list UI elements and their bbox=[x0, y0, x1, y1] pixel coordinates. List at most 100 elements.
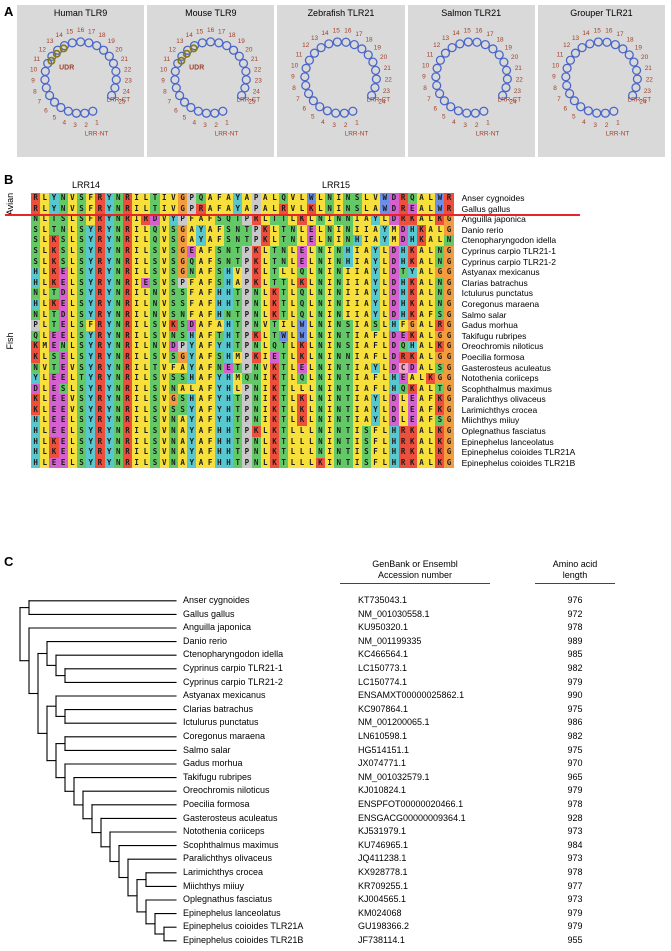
residue: L bbox=[306, 373, 316, 384]
residue: N bbox=[168, 383, 178, 395]
residue: R bbox=[122, 351, 133, 363]
residue: K bbox=[407, 426, 417, 437]
residue: L bbox=[297, 203, 307, 215]
residue: D bbox=[389, 256, 399, 268]
svg-text:8: 8 bbox=[293, 85, 297, 92]
svg-text:9: 9 bbox=[161, 78, 165, 85]
residue: I bbox=[325, 214, 335, 225]
residue: L bbox=[398, 415, 408, 427]
residue: L bbox=[141, 373, 151, 384]
svg-text:18: 18 bbox=[229, 32, 237, 39]
residue: T bbox=[233, 426, 243, 437]
residue: N bbox=[325, 193, 335, 204]
residue: R bbox=[122, 193, 133, 204]
svg-text:11: 11 bbox=[164, 56, 171, 63]
residue: N bbox=[444, 235, 454, 246]
residue: S bbox=[178, 330, 188, 342]
residue: H bbox=[31, 436, 41, 448]
svg-text:13: 13 bbox=[572, 35, 580, 42]
residue: V bbox=[159, 235, 169, 246]
residue: G bbox=[178, 203, 188, 215]
residue: L bbox=[40, 320, 50, 331]
svg-text:15: 15 bbox=[66, 28, 74, 35]
alignment-species-name: Gasterosteus aculeatus bbox=[461, 362, 551, 373]
residue: D bbox=[389, 362, 399, 374]
residue: R bbox=[95, 320, 105, 331]
residue: R bbox=[95, 277, 105, 289]
residue: A bbox=[416, 193, 427, 204]
svg-text:21: 21 bbox=[514, 65, 522, 72]
residue: L bbox=[279, 267, 289, 278]
residue: L bbox=[40, 436, 50, 448]
svg-text:14: 14 bbox=[322, 30, 330, 37]
residue: T bbox=[279, 394, 289, 405]
residue: V bbox=[159, 288, 169, 299]
residue: K bbox=[31, 341, 41, 352]
residue: N bbox=[223, 245, 234, 257]
residue: L bbox=[426, 362, 436, 374]
residue: K bbox=[297, 394, 307, 405]
residue: L bbox=[315, 193, 325, 204]
residue: T bbox=[279, 214, 289, 225]
residue: M bbox=[389, 224, 399, 236]
residue: S bbox=[76, 330, 87, 342]
residue: F bbox=[205, 447, 215, 458]
residue: A bbox=[178, 457, 188, 469]
residue: K bbox=[269, 373, 280, 384]
residue: Q bbox=[187, 256, 197, 268]
residue: L bbox=[40, 330, 50, 342]
residue: L bbox=[380, 267, 390, 278]
residue: T bbox=[269, 267, 280, 278]
residue: S bbox=[150, 330, 160, 342]
residue: H bbox=[214, 298, 224, 310]
species-name: Epinephelus coioides TLR21B bbox=[183, 935, 304, 945]
svg-text:8: 8 bbox=[553, 85, 557, 92]
residue: L bbox=[288, 245, 298, 257]
residue: N bbox=[315, 267, 325, 278]
residue: R bbox=[122, 436, 133, 448]
svg-text:4: 4 bbox=[322, 119, 326, 126]
svg-text:UDR: UDR bbox=[189, 65, 204, 72]
residue: E bbox=[58, 436, 68, 448]
svg-text:18: 18 bbox=[626, 36, 634, 43]
residue: T bbox=[343, 362, 353, 374]
residue: D bbox=[168, 341, 178, 352]
residue: P bbox=[178, 277, 188, 289]
svg-text:5: 5 bbox=[572, 114, 576, 121]
residue: I bbox=[352, 447, 362, 458]
svg-text:12: 12 bbox=[433, 42, 441, 49]
residue: L bbox=[141, 320, 151, 331]
residue: H bbox=[223, 298, 234, 310]
residue: K bbox=[251, 330, 261, 342]
residue: N bbox=[334, 362, 344, 374]
residue: K bbox=[251, 245, 261, 257]
tree-table-row: Epinephelus coioides TLR21B JF738114.1 955 bbox=[0, 934, 671, 948]
residue: D bbox=[58, 309, 68, 321]
residue: Y bbox=[370, 298, 381, 310]
residue: M bbox=[233, 373, 243, 384]
svg-text:20: 20 bbox=[245, 46, 253, 53]
residue: L bbox=[141, 436, 151, 448]
residue: G bbox=[435, 351, 445, 363]
residue: L bbox=[288, 320, 298, 331]
residue: I bbox=[325, 457, 335, 469]
residue: W bbox=[435, 203, 445, 215]
residue: R bbox=[398, 436, 408, 448]
residue: L bbox=[141, 362, 151, 374]
residue: L bbox=[40, 277, 50, 289]
residue: Y bbox=[370, 245, 381, 257]
residue: Y bbox=[86, 330, 96, 342]
residue: A bbox=[361, 404, 371, 416]
residue: I bbox=[132, 267, 142, 278]
residue: A bbox=[196, 457, 206, 469]
residue: I bbox=[325, 447, 335, 458]
residue: T bbox=[269, 320, 280, 331]
residue: R bbox=[95, 426, 105, 437]
svg-text:3: 3 bbox=[203, 122, 207, 129]
residue: S bbox=[361, 426, 371, 437]
alignment-species-name: Miichthys miiuy bbox=[461, 415, 520, 426]
residue: I bbox=[325, 394, 335, 405]
